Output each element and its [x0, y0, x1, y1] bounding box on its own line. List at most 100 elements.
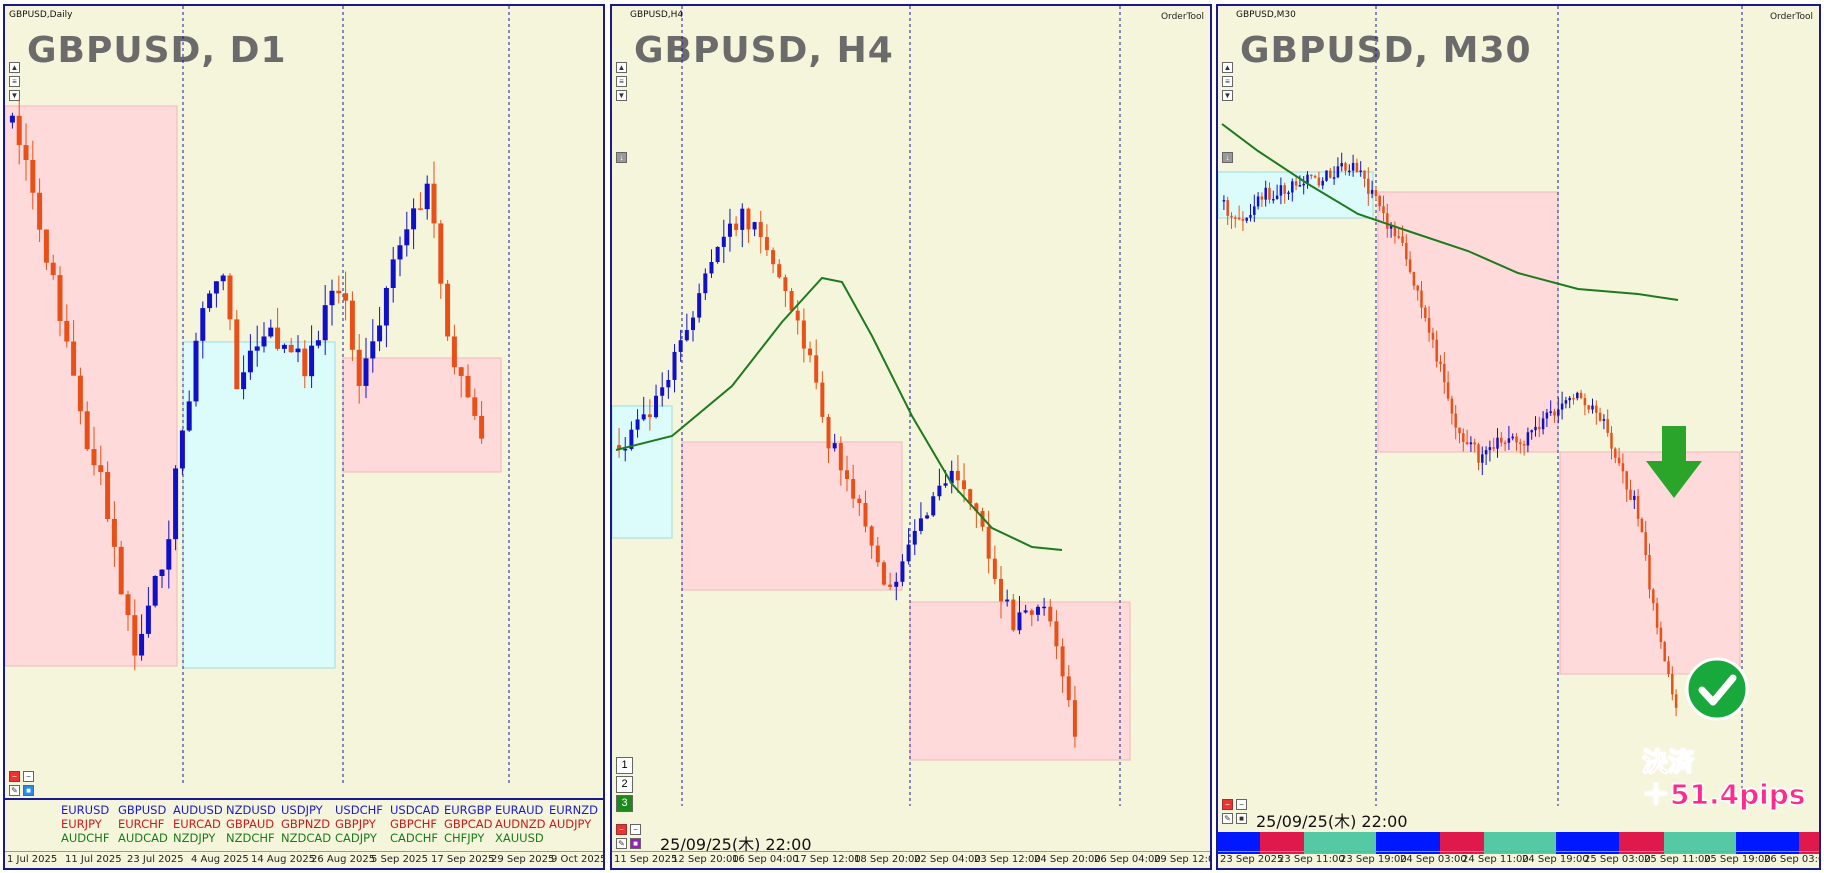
- panel-toggle-icon[interactable]: −: [1236, 799, 1247, 810]
- panel-toggle-icon[interactable]: −: [23, 771, 34, 782]
- currency-pair-item[interactable]: GBPUSD: [118, 803, 167, 817]
- candle-body: [193, 340, 199, 402]
- candle-body: [417, 208, 423, 210]
- candlestick-chart-m30[interactable]: [1218, 6, 1819, 806]
- candle-body: [1473, 442, 1476, 445]
- candle-body: [1066, 676, 1071, 701]
- settlement-label: 決済: [1641, 748, 1695, 779]
- scroll-up-icon[interactable]: ▲: [616, 62, 627, 73]
- currency-pair-item[interactable]: GBPCHF: [390, 817, 438, 831]
- currency-pair-item[interactable]: NZDUSD: [226, 803, 276, 817]
- scroll-down-icon[interactable]: ▼: [616, 90, 627, 101]
- candle-body: [771, 250, 776, 265]
- preset-button-2[interactable]: 2: [616, 776, 633, 793]
- currency-pair-item[interactable]: AUDUSD: [173, 803, 223, 817]
- currency-pair-item[interactable]: EURCAD: [173, 817, 221, 831]
- timeframe-icon[interactable]: ≡: [1222, 76, 1233, 87]
- candle-body: [1253, 206, 1256, 215]
- currency-pair-item[interactable]: CHFJPY: [444, 831, 485, 845]
- chart-window-gbpusd-h4[interactable]: GBPUSD,H4 OrderTool GBPUSD, H4 ▲ ≡ ▼ ↓ 1…: [610, 4, 1212, 870]
- scroll-up-icon[interactable]: ▲: [9, 62, 20, 73]
- currency-pair-item[interactable]: GBPJPY: [335, 817, 376, 831]
- currency-pair-item[interactable]: EURNZD: [549, 803, 599, 817]
- currency-pair-item[interactable]: XAUUSD: [495, 831, 544, 845]
- candle-body: [98, 465, 104, 472]
- scroll-down-icon[interactable]: ▼: [9, 90, 20, 101]
- color-tool-icon[interactable]: ■: [630, 838, 641, 849]
- candle-body: [254, 346, 260, 351]
- candlestick-chart-d1[interactable]: [5, 6, 603, 786]
- currency-pair-item[interactable]: GBPAUD: [226, 817, 275, 831]
- chart-window-gbpusd-m30[interactable]: GBPUSD,M30 OrderTool GBPUSD, M30 ▲ ≡ ▼ ↓…: [1216, 4, 1821, 870]
- currency-pair-item[interactable]: CADCHF: [390, 831, 439, 845]
- currency-pair-item[interactable]: CADJPY: [335, 831, 377, 845]
- currency-pair-item[interactable]: NZDCAD: [281, 831, 332, 845]
- currency-pair-item[interactable]: NZDJPY: [173, 831, 216, 845]
- candle-body: [397, 245, 403, 260]
- supply-zone: [1377, 191, 1559, 453]
- currency-pair-item[interactable]: AUDCHF: [61, 831, 110, 845]
- scroll-down-icon[interactable]: ▼: [1222, 90, 1233, 101]
- candle-body: [1610, 432, 1613, 449]
- currency-pair-item[interactable]: USDCAD: [390, 803, 440, 817]
- candle-body: [370, 341, 376, 359]
- candle-body: [132, 615, 138, 656]
- chart-window-gbpusd-d1[interactable]: GBPUSD,Daily GBPUSD, D1 ▲ ≡ ▼ − − ✎ ■ EU…: [3, 4, 605, 870]
- currency-pair-item[interactable]: USDJPY: [281, 803, 323, 817]
- shift-chart-icon[interactable]: ↓: [616, 152, 627, 163]
- candle-body: [1401, 236, 1404, 243]
- time-axis-label: 26 Sep 03:00: [1764, 854, 1819, 865]
- candle-body: [931, 496, 936, 516]
- candle-body: [1011, 599, 1016, 631]
- currency-pair-item[interactable]: USDCHF: [335, 803, 383, 817]
- candle-body: [1557, 409, 1560, 416]
- candle-body: [1256, 196, 1260, 207]
- strength-segment: [1484, 832, 1556, 854]
- currency-pair-item[interactable]: EURJPY: [61, 817, 102, 831]
- candle-body: [465, 375, 471, 398]
- minimize-icon[interactable]: −: [616, 824, 627, 835]
- ordertool-label[interactable]: OrderTool: [1769, 12, 1813, 22]
- currency-pair-item[interactable]: NZDCHF: [226, 831, 275, 845]
- currency-pair-item[interactable]: EURCHF: [118, 817, 165, 831]
- color-tool-icon[interactable]: ■: [1236, 813, 1247, 824]
- minimize-icon[interactable]: −: [9, 771, 20, 782]
- candle-body: [1035, 606, 1040, 615]
- minimize-icon[interactable]: −: [1222, 799, 1233, 810]
- candle-body: [808, 348, 813, 356]
- supply-zone: [681, 441, 903, 591]
- time-axis-label: 29 Sep 12:00: [1154, 854, 1210, 865]
- candle-body: [820, 382, 825, 417]
- shift-chart-icon[interactable]: ↓: [1222, 152, 1233, 163]
- ordertool-label[interactable]: OrderTool: [1160, 12, 1204, 22]
- time-axis-label: 11 Sep 2025: [614, 854, 678, 865]
- candle-body: [727, 223, 732, 237]
- draw-tool-icon[interactable]: ✎: [1222, 813, 1233, 824]
- strength-segment: [1218, 832, 1260, 854]
- timeframe-icon[interactable]: ≡: [616, 76, 627, 87]
- panel-toggle-icon[interactable]: −: [630, 824, 641, 835]
- currency-pair-item[interactable]: GBPCAD: [444, 817, 493, 831]
- settlement-pips: ＋51.4pips: [1641, 778, 1806, 812]
- currency-pair-item[interactable]: AUDCAD: [118, 831, 168, 845]
- currency-pair-item[interactable]: AUDNZD: [495, 817, 546, 831]
- candle-body: [764, 237, 769, 251]
- currency-pair-item[interactable]: EURGBP: [444, 803, 492, 817]
- candle-body: [1526, 432, 1530, 446]
- preset-button-3[interactable]: 3: [616, 795, 633, 812]
- color-tool-icon[interactable]: ■: [23, 785, 34, 796]
- candle-body: [1671, 673, 1674, 695]
- scroll-up-icon[interactable]: ▲: [1222, 62, 1233, 73]
- timeframe-icon[interactable]: ≡: [9, 76, 20, 87]
- currency-pair-item[interactable]: GBPNZD: [281, 817, 331, 831]
- preset-button-1[interactable]: 1: [616, 757, 633, 774]
- draw-tool-icon[interactable]: ✎: [9, 785, 20, 796]
- candle-body: [241, 372, 247, 390]
- candlestick-chart-h4[interactable]: [612, 6, 1210, 806]
- currency-pair-item[interactable]: AUDJPY: [549, 817, 592, 831]
- draw-tool-icon[interactable]: ✎: [616, 838, 627, 849]
- currency-pair-item[interactable]: EURUSD: [61, 803, 110, 817]
- currency-pair-item[interactable]: EURAUD: [495, 803, 544, 817]
- moving-average-line: [1221, 123, 1679, 301]
- time-axis-label: 24 Sep 20:00: [1034, 854, 1101, 865]
